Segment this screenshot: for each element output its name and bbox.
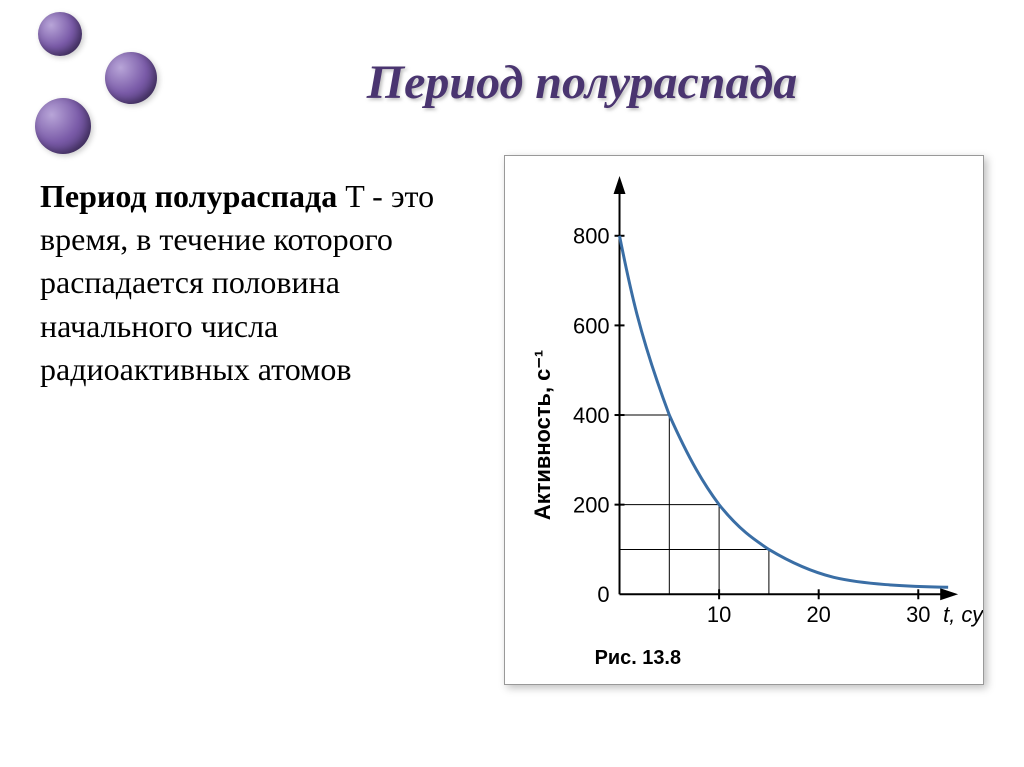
decorative-sphere bbox=[105, 52, 157, 104]
y-ticks: 0 200 400 600 800 bbox=[573, 224, 624, 608]
svg-text:800: 800 bbox=[573, 224, 610, 249]
svg-text:10: 10 bbox=[707, 602, 731, 627]
y-axis-label: Активность, с⁻¹ bbox=[530, 350, 555, 520]
decay-curve bbox=[620, 236, 949, 588]
page-title: Период полураспада bbox=[200, 55, 964, 110]
chart-svg: Активность, с⁻¹ 0 200 400 600 800 10 bbox=[505, 156, 983, 684]
decorative-sphere bbox=[38, 12, 82, 56]
svg-text:20: 20 bbox=[807, 602, 831, 627]
x-axis-label: t, сут bbox=[943, 602, 983, 627]
svg-text:400: 400 bbox=[573, 403, 610, 428]
svg-text:200: 200 bbox=[573, 493, 610, 518]
definition-term: Период полураспада bbox=[40, 178, 337, 214]
decorative-sphere bbox=[35, 98, 91, 154]
svg-text:30: 30 bbox=[906, 602, 930, 627]
decay-chart: Активность, с⁻¹ 0 200 400 600 800 10 bbox=[504, 155, 984, 685]
svg-text:600: 600 bbox=[573, 313, 610, 338]
definition-text: Период полураспада T - это время, в тече… bbox=[40, 175, 490, 391]
svg-text:0: 0 bbox=[597, 582, 609, 607]
figure-label: Рис. 13.8 bbox=[595, 647, 681, 669]
axes bbox=[614, 176, 959, 600]
grid-droplines bbox=[620, 415, 769, 594]
